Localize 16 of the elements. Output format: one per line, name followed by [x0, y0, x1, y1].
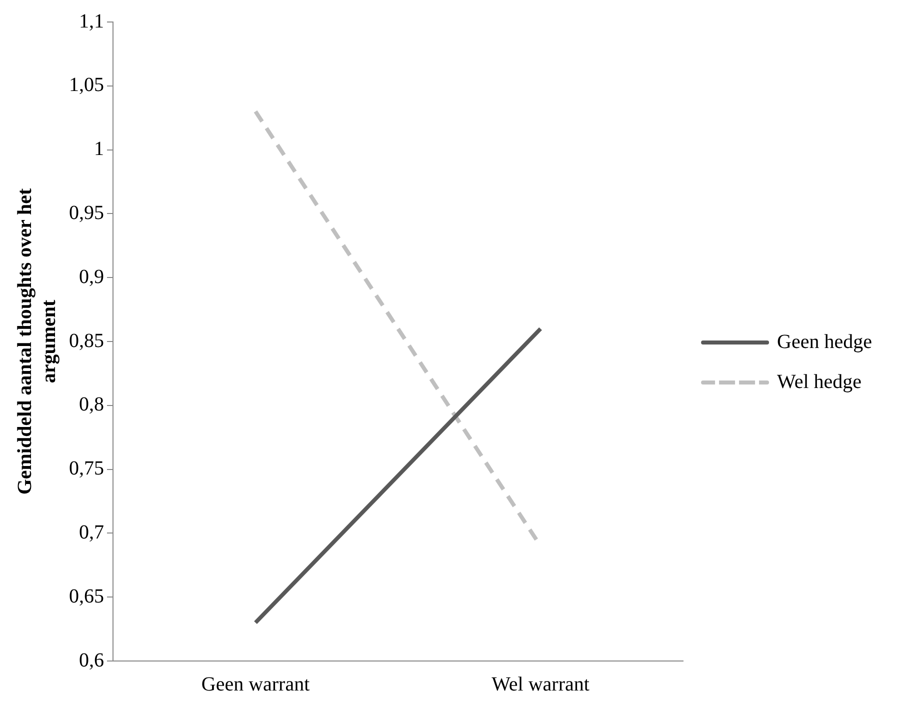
x-tick-label: Geen warrant	[201, 673, 310, 696]
y-tick-label: 0,75	[69, 458, 104, 480]
y-tick-label: 1,05	[69, 74, 104, 96]
y-tick-label: 0,65	[69, 585, 104, 608]
y-tick-label: 0,7	[79, 521, 104, 544]
y-tick-label: 1	[94, 138, 104, 160]
legend-label: Geen hedge	[777, 330, 872, 353]
y-tick-label: 0,8	[79, 394, 104, 416]
y-tick-label: 0,9	[79, 266, 104, 288]
y-tick-label: 1,1	[79, 10, 104, 32]
x-tick-label: Wel warrant	[492, 673, 590, 696]
y-tick-label: 0,95	[69, 202, 104, 224]
y-tick-label: 0,6	[79, 649, 104, 672]
y-tick-label: 0,85	[69, 330, 104, 352]
legend-label: Wel hedge	[777, 370, 862, 393]
y-axis-title: Gemiddeld aantal thoughts over het argument	[14, 188, 60, 495]
